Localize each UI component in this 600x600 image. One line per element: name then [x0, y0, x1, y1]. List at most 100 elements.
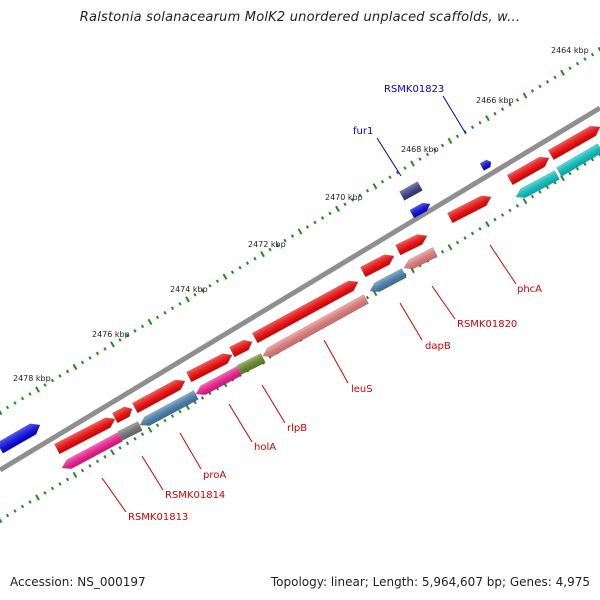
gene-fur1[interactable] [399, 181, 423, 201]
tick-mark [508, 208, 512, 213]
label-dapb[interactable]: dapB [425, 341, 451, 352]
tick-mark [20, 396, 25, 401]
tick-mark [170, 414, 175, 418]
tick-mark [328, 211, 332, 216]
label-fur1[interactable]: fur1 [353, 126, 373, 137]
tick-mark [425, 152, 430, 157]
tick-mark [178, 409, 182, 414]
gene-red-3[interactable] [131, 376, 187, 414]
tick-mark [200, 396, 205, 400]
tick-mark [470, 125, 475, 130]
tick-mark [478, 227, 482, 231]
tick-mark [268, 247, 272, 252]
tick-mark [530, 194, 535, 199]
gene-red-7[interactable] [360, 251, 396, 278]
tick-mark [478, 120, 482, 125]
gene-fur1-arrow[interactable] [409, 200, 432, 219]
tick-mark [58, 374, 62, 378]
tick-mark [583, 162, 587, 167]
label-rlpb[interactable]: rlpB [287, 423, 307, 434]
gene-red-11[interactable] [547, 122, 600, 161]
gene-red-4[interactable] [186, 350, 234, 383]
tick-mark [395, 170, 400, 175]
tick-mark [125, 333, 130, 338]
tick-mark [372, 183, 378, 190]
label-leus[interactable]: leuS [351, 384, 373, 395]
tick-mark [290, 234, 295, 238]
tick-label-2468: 2468 kbp [401, 145, 439, 154]
tick-mark [590, 52, 595, 57]
gene-blue-left[interactable] [0, 420, 43, 454]
tick-mark [560, 175, 565, 182]
tick-mark [110, 341, 115, 348]
tick-mark [72, 363, 78, 371]
gene-holA[interactable] [194, 366, 242, 399]
tick-mark [485, 115, 490, 122]
accession-text: Accession: NS_000197 [10, 575, 146, 589]
gene-rsmk01823[interactable] [479, 159, 493, 171]
tick-mark [215, 279, 220, 284]
gene-rsmk01814[interactable] [117, 421, 143, 441]
tick-mark [208, 283, 212, 288]
gene-red-8[interactable] [395, 231, 430, 256]
tick-mark [500, 213, 505, 217]
tick-mark [43, 491, 47, 495]
tick-mark [522, 198, 528, 205]
label-rsmk01814[interactable]: RSMK01814 [165, 490, 225, 501]
gene-dapB[interactable] [368, 268, 407, 296]
tick-mark [403, 166, 407, 170]
tick-mark [568, 66, 572, 70]
tick-mark [5, 405, 10, 410]
tick-mark [463, 236, 467, 240]
gene-labels: RSMK01823 fur1 phcA RSMK01820 dapB leuS … [128, 84, 542, 523]
gene-red-6[interactable] [251, 277, 360, 344]
genome-summary: Topology: linear; Length: 5,964,607 bp; … [270, 575, 590, 589]
tick-mark [88, 464, 92, 468]
tick-mark [297, 228, 303, 235]
tick-mark [103, 347, 107, 351]
tick-mark [125, 441, 130, 446]
tick-mark [95, 459, 100, 464]
gene-leuS[interactable] [261, 294, 369, 361]
label-phca[interactable]: phcA [517, 284, 542, 295]
gene-rsmk01813[interactable] [60, 432, 123, 473]
tick-mark [65, 369, 70, 374]
tick-mark [170, 306, 175, 311]
gene-red-10[interactable] [506, 153, 551, 186]
label-rsmk01813[interactable]: RSMK01813 [128, 512, 188, 523]
gene-phcA[interactable] [447, 192, 493, 224]
tick-mark [140, 432, 145, 437]
gene-red-1[interactable] [54, 414, 117, 455]
tick-mark [530, 89, 535, 93]
tick-mark [43, 383, 47, 387]
tick-mark [80, 468, 85, 473]
label-rsmk01820[interactable]: RSMK01820 [457, 319, 517, 330]
label-hola[interactable]: holA [254, 442, 276, 453]
tick-mark [553, 75, 557, 80]
tick-mark [0, 408, 3, 416]
tick-mark [365, 188, 370, 193]
tick-mark [230, 270, 235, 274]
gene-rlpB[interactable] [236, 353, 266, 375]
gene-cyan-2[interactable] [556, 143, 600, 177]
tick-mark [140, 324, 145, 329]
tick-mark [260, 251, 265, 258]
tick-label-2466: 2466 kbp [476, 96, 514, 105]
tick-mark [80, 360, 85, 365]
tick-mark [155, 423, 160, 427]
gene-cyan-1[interactable] [514, 170, 560, 202]
gene-red-5[interactable] [229, 337, 255, 358]
label-proa[interactable]: proA [203, 470, 226, 481]
tick-mark [163, 311, 167, 315]
tick-mark [440, 249, 445, 254]
label-rsmk01823[interactable]: RSMK01823 [384, 84, 444, 95]
tick-label-2474: 2474 kbp [170, 285, 208, 294]
gene-RSMK01820[interactable] [402, 247, 438, 273]
gene-red-2[interactable] [112, 404, 134, 424]
tick-mark [515, 203, 520, 208]
gene-proA[interactable] [138, 390, 199, 430]
tick-mark [163, 418, 167, 423]
tick-mark [440, 143, 445, 148]
tick-mark [447, 137, 453, 144]
